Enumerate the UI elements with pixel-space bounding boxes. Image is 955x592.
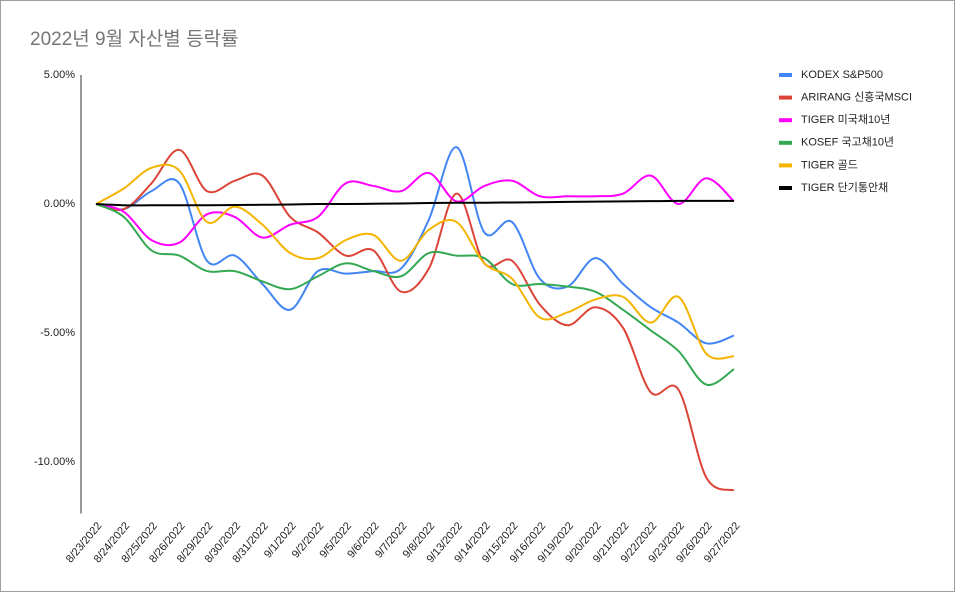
chart-title: 2022년 9월 자산별 등락률 xyxy=(30,28,239,50)
legend-label: TIGER 골드 xyxy=(801,158,858,171)
series-line xyxy=(95,146,735,345)
legend-label: TIGER 단기통안채 xyxy=(801,181,888,194)
y-tick-label: 0.00% xyxy=(44,198,75,210)
series-line xyxy=(95,148,735,492)
legend-label: TIGER 미국채10년 xyxy=(801,113,890,126)
legend-label: KODEX S&P500 xyxy=(801,69,883,81)
y-tick-label: -10.00% xyxy=(34,456,75,468)
legend-label: KOSEF 국고채10년 xyxy=(801,136,894,149)
legend-label: ARIRANG 신흥국MSCI xyxy=(801,90,912,104)
series-line xyxy=(95,203,735,386)
series-line xyxy=(95,163,735,360)
series-line xyxy=(95,199,734,207)
y-tick-label: 5.00% xyxy=(44,69,75,81)
y-tick-label: -5.00% xyxy=(40,327,75,339)
series-line xyxy=(95,172,735,247)
